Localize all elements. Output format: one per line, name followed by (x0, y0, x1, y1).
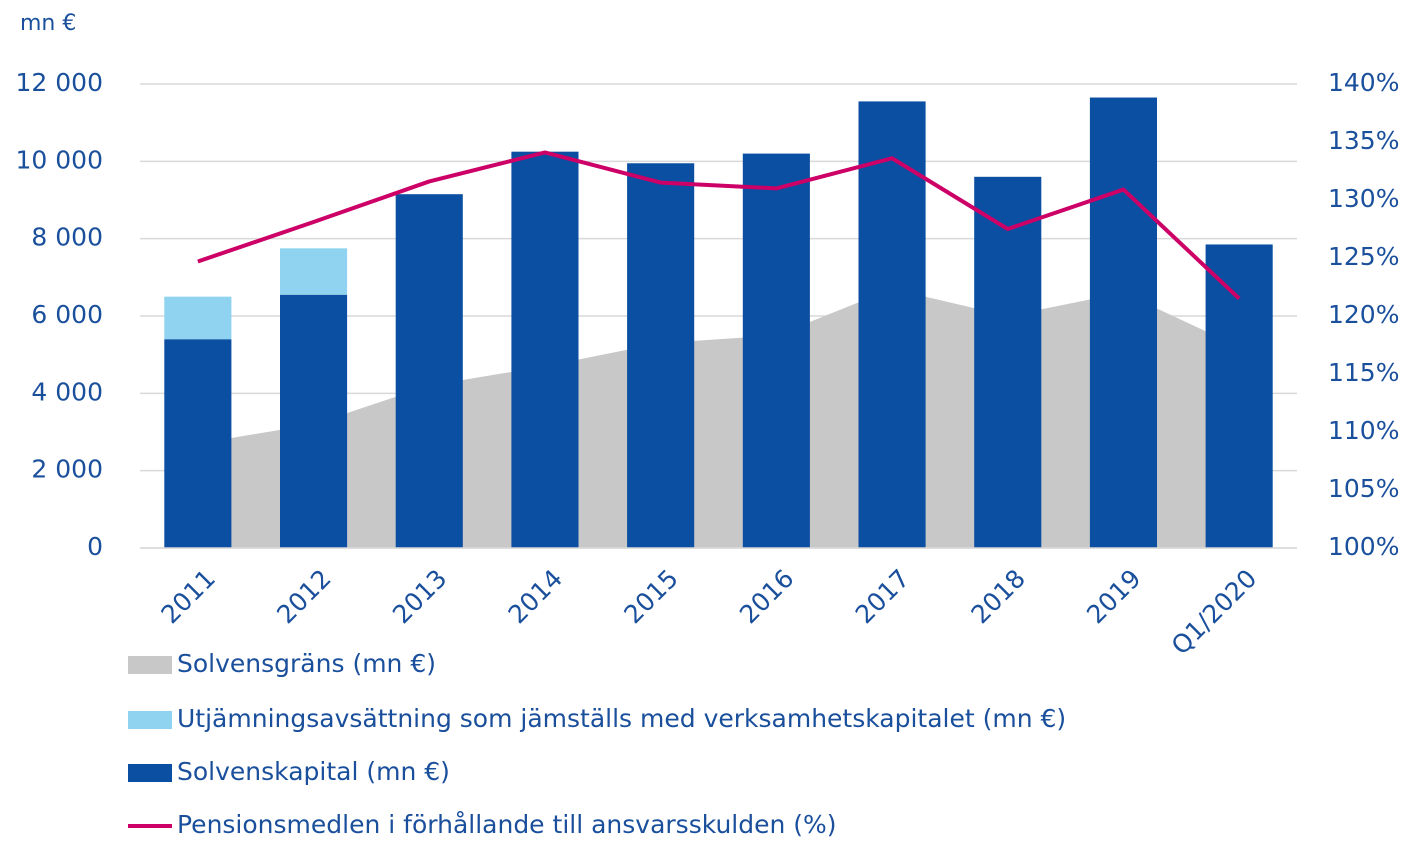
y2-tick-label: 105% (1328, 474, 1399, 503)
x-tick-label: 2018 (965, 564, 1030, 629)
line (197, 150, 1241, 301)
bar (279, 248, 348, 295)
x-tick-label: 2017 (850, 564, 915, 629)
bar (858, 101, 926, 549)
y-tick-label: 10 000 (16, 145, 103, 174)
y-tick-label: 0 (87, 532, 103, 561)
bar (395, 194, 463, 548)
legend-label: Solvensgräns (mn €) (177, 649, 436, 678)
bar (974, 176, 1042, 549)
y2-tick-label: 115% (1328, 358, 1399, 387)
bar (279, 294, 348, 548)
y2-tick-label: 135% (1328, 126, 1399, 155)
bar (164, 339, 232, 548)
x-tick-label: 2012 (271, 564, 336, 629)
legend-swatch (128, 764, 172, 782)
x-tick-label: Q1/2020 (1166, 564, 1263, 661)
x-tick-label: 2019 (1081, 564, 1146, 629)
legend-swatch (128, 711, 172, 729)
y2-tick-label: 125% (1328, 242, 1399, 271)
y2-tick-label: 140% (1328, 68, 1399, 97)
y-tick-label: 4 000 (31, 377, 103, 406)
y-tick-label: 6 000 (31, 300, 103, 329)
bar (1089, 97, 1158, 549)
legend-label: Pensionsmedlen i förhållande till ansvar… (177, 810, 837, 839)
y-tick-label: 2 000 (31, 455, 103, 484)
y-tick-label: 8 000 (31, 223, 103, 252)
bar (1205, 244, 1273, 548)
legend-swatch (128, 656, 172, 674)
bar (627, 163, 695, 548)
y-axis-unit: mn € (20, 11, 76, 36)
bar (742, 153, 810, 548)
y2-tick-label: 120% (1328, 300, 1399, 329)
x-tick-label: 2014 (503, 564, 568, 629)
x-tick-label: 2011 (156, 564, 221, 629)
x-tick-label: 2016 (734, 564, 799, 629)
y2-tick-label: 100% (1328, 532, 1399, 561)
y2-tick-label: 110% (1328, 416, 1399, 445)
legend-label: Solvenskapital (mn €) (177, 757, 450, 786)
x-tick-label: 2015 (618, 564, 683, 629)
x-tick-label: 2013 (387, 564, 452, 629)
y2-tick-label: 130% (1328, 184, 1399, 213)
bar (511, 151, 579, 548)
y-tick-label: 12 000 (16, 68, 103, 97)
area (197, 288, 1240, 548)
legend-label: Utjämningsavsättning som jämställs med v… (177, 704, 1066, 733)
bar (164, 296, 232, 340)
